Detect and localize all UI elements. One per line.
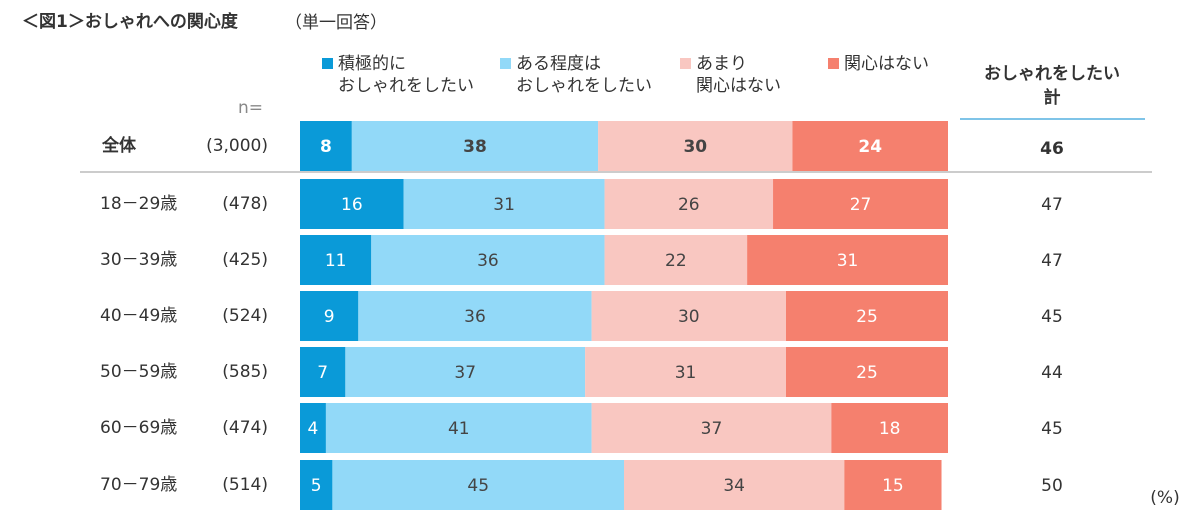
bar-segment: [773, 179, 948, 229]
category-label: 60－69歳: [100, 418, 177, 438]
bar-segment: [300, 347, 346, 397]
bar-segment: [792, 121, 948, 171]
bar-segment: [403, 179, 605, 229]
bar-value-label: 5: [311, 476, 322, 496]
category-label: 18－29歳: [100, 194, 177, 214]
bar-segment: [591, 291, 786, 341]
bar-value-label: 37: [701, 419, 723, 439]
legend-label: 関心はない: [844, 54, 929, 74]
bar-segment: [831, 403, 948, 453]
bar-value-label: 38: [463, 137, 487, 157]
bar-segment: [358, 291, 592, 341]
bar-segment: [604, 235, 748, 285]
bar-value-label: 45: [467, 476, 489, 496]
legend-label: あまり関心はない: [696, 54, 781, 96]
category-label: 50－59歳: [100, 362, 177, 382]
bar-value-label: 27: [850, 195, 872, 215]
category-label: 全体: [101, 135, 137, 156]
legend-swatch: [828, 58, 839, 69]
bar-segment: [591, 403, 832, 453]
total-value: 47: [1041, 251, 1063, 271]
bar-value-label: 15: [882, 476, 904, 496]
category-label: 70－79歳: [100, 475, 177, 495]
bar-value-label: 31: [493, 195, 515, 215]
bar-segment: [300, 235, 372, 285]
bar-segment: [585, 347, 786, 397]
bar-segment: [351, 121, 599, 171]
category-label: 40－49歳: [100, 306, 177, 326]
bar-value-label: 31: [837, 251, 859, 271]
category-label: 30－39歳: [100, 250, 177, 270]
bar-segment: [747, 235, 948, 285]
bar-value-label: 11: [325, 251, 347, 271]
n-label: (474): [222, 418, 268, 438]
n-label: (524): [222, 306, 268, 326]
bar-value-label: 41: [448, 419, 470, 439]
bar-segment: [604, 179, 774, 229]
legend-swatch: [680, 58, 691, 69]
bar-value-label: 37: [454, 363, 476, 383]
bar-value-label: 30: [678, 307, 700, 327]
total-value: 50: [1041, 476, 1063, 496]
legend-label: 積極的におしゃれをしたい: [338, 54, 474, 96]
n-label: (478): [222, 194, 268, 214]
bar-value-label: 22: [665, 251, 687, 271]
bar-segment: [300, 121, 352, 171]
bar-segment: [786, 347, 948, 397]
chart-title: ＜図1＞おしゃれへの関心度: [22, 11, 239, 32]
bar-value-label: 4: [308, 419, 319, 439]
bar-segment: [844, 460, 942, 510]
bar-value-label: 31: [675, 363, 697, 383]
bar-segment: [332, 460, 624, 510]
bar-value-label: 16: [341, 195, 363, 215]
bar-value-label: 26: [678, 195, 700, 215]
bar-segment: [786, 291, 948, 341]
n-label: (514): [222, 475, 268, 495]
n-label: (585): [222, 362, 268, 382]
n-header: n=: [238, 98, 263, 118]
n-label: (3,000): [206, 136, 268, 156]
bar-segment: [300, 460, 333, 510]
total-value: 45: [1041, 307, 1063, 327]
bar-value-label: 9: [324, 307, 335, 327]
legend-label: ある程度はおしゃれをしたい: [516, 54, 652, 96]
legend-swatch: [500, 58, 511, 69]
bar-segment: [598, 121, 793, 171]
bar-value-label: 34: [723, 476, 745, 496]
bar-value-label: 25: [856, 307, 878, 327]
total-value: 47: [1041, 195, 1063, 215]
unit-label: (%): [1150, 488, 1179, 508]
bar-segment: [300, 403, 326, 453]
bar-value-label: 30: [683, 137, 707, 157]
bar-segment: [371, 235, 605, 285]
bar-segment: [300, 179, 404, 229]
chart-subtitle: （単一回答）: [285, 13, 387, 33]
total-value: 45: [1041, 419, 1063, 439]
bar-value-label: 24: [858, 137, 882, 157]
n-label: (425): [222, 250, 268, 270]
bar-value-label: 25: [856, 363, 878, 383]
legend-swatch: [322, 58, 333, 69]
bar-value-label: 36: [464, 307, 486, 327]
bar-value-label: 8: [320, 137, 332, 157]
total-header: おしゃれをしたい計: [984, 64, 1120, 108]
total-value: 46: [1040, 139, 1064, 159]
bar-segment: [300, 291, 359, 341]
bar-value-label: 18: [879, 419, 901, 439]
bar-segment: [345, 347, 586, 397]
total-value: 44: [1041, 363, 1063, 383]
bar-segment: [624, 460, 845, 510]
bar-value-label: 7: [317, 363, 328, 383]
bar-segment: [325, 403, 592, 453]
bar-value-label: 36: [477, 251, 499, 271]
